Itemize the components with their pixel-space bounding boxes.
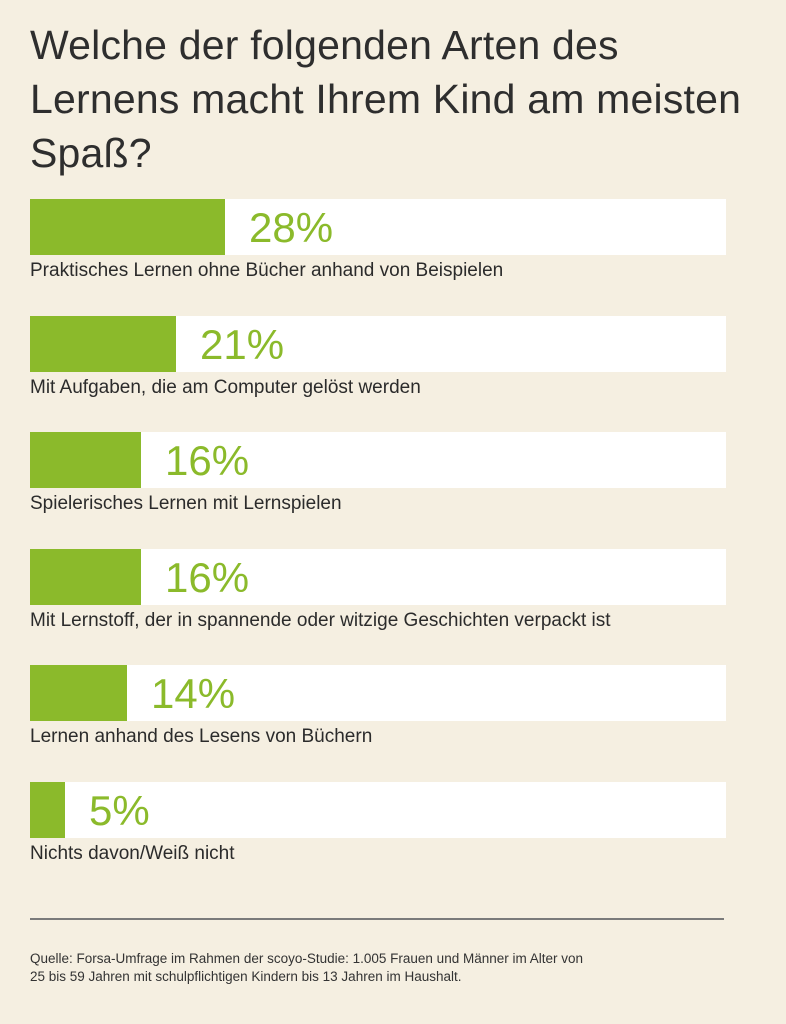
bar-track: 5% bbox=[30, 782, 726, 838]
bar-track: 16% bbox=[30, 432, 726, 488]
category-label: Nichts davon/Weiß nicht bbox=[30, 843, 235, 864]
category-label: Spielerisches Lernen mit Lernspielen bbox=[30, 493, 342, 514]
bar-value-label: 16% bbox=[165, 554, 250, 601]
category-label: Mit Lernstoff, der in spannende oder wit… bbox=[30, 610, 611, 631]
category-label: Praktisches Lernen ohne Bücher anhand vo… bbox=[30, 260, 504, 281]
bar bbox=[30, 782, 65, 838]
bar bbox=[30, 549, 141, 605]
bar-track: 14% bbox=[30, 665, 726, 721]
category-label: Mit Aufgaben, die am Computer gelöst wer… bbox=[30, 377, 421, 398]
source-note: Quelle: Forsa-Umfrage im Rahmen der scoy… bbox=[30, 951, 584, 984]
bar bbox=[30, 665, 127, 721]
bar-value-label: 5% bbox=[89, 787, 150, 834]
chart-title: Welche der folgenden Arten des Lernens m… bbox=[30, 22, 742, 176]
bar-value-label: 21% bbox=[200, 321, 285, 368]
bar-track: 16% bbox=[30, 549, 726, 605]
bar bbox=[30, 432, 141, 488]
bar-value-label: 16% bbox=[165, 437, 250, 484]
bar-track: 21% bbox=[30, 316, 726, 372]
bar bbox=[30, 199, 225, 255]
bar bbox=[30, 316, 176, 372]
bar-value-label: 14% bbox=[151, 670, 236, 717]
bar-value-label: 28% bbox=[249, 204, 334, 251]
category-label: Lernen anhand des Lesens von Büchern bbox=[30, 726, 373, 747]
divider bbox=[30, 918, 724, 920]
bar-track: 28% bbox=[30, 199, 726, 255]
